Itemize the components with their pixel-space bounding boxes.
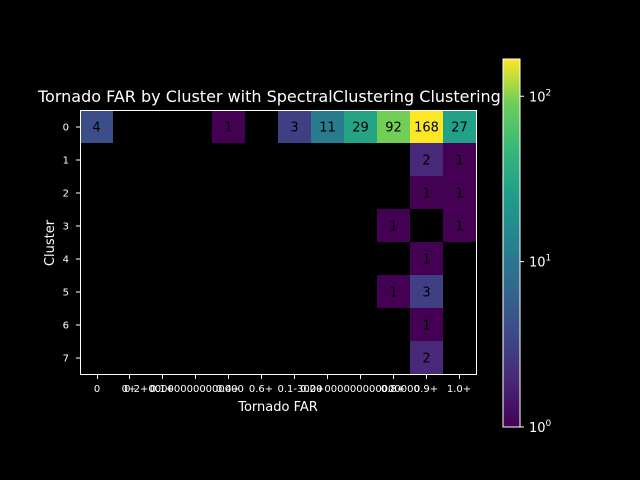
cell-value-label: 1 (455, 220, 463, 235)
x-tick-label: 0 (94, 384, 100, 395)
colorbar (502, 58, 521, 428)
heatmap-cell (278, 110, 311, 143)
cell-value-label: 2 (422, 154, 430, 169)
heatmap-cell (344, 110, 377, 143)
heatmap-cell-labels: 4 1 3 11 29 92 168 272 11 11 111 312 (92, 121, 467, 367)
heatmap-cell (443, 176, 476, 209)
colorbar-tick-label: 101 (529, 254, 551, 271)
y-tick-label: 3 (63, 222, 69, 233)
cell-value-label: 92 (385, 121, 402, 136)
y-tick-label: 5 (63, 288, 69, 299)
cell-value-label: 1 (455, 187, 463, 202)
cell-value-label: 2 (422, 352, 430, 367)
x-tick-label: 0.2+000000000000000 (300, 384, 420, 395)
cell-value-label: 29 (352, 121, 369, 136)
y-tick-label: 2 (63, 189, 69, 200)
heatmap-cell (410, 242, 443, 275)
cell-value-label: 1 (389, 286, 397, 301)
cell-value-label: 3 (422, 286, 430, 301)
heatmap-cell (410, 341, 443, 374)
heatmap-cell (443, 209, 476, 242)
y-axis-label: Cluster (43, 219, 58, 266)
heatmap-cell (311, 110, 344, 143)
cell-value-label: 168 (414, 121, 439, 136)
cell-value-label: 1 (455, 154, 463, 169)
y-tick-label: 7 (63, 354, 69, 365)
heatmap-cell (410, 308, 443, 341)
x-tick-label: 1.0+ (447, 384, 471, 395)
heatmap-cell (80, 110, 113, 143)
y-axis-ticks: 0 1 2 3 4 5 6 7 (63, 123, 81, 365)
colorbar-tick-label: 102 (529, 88, 551, 105)
y-tick-label: 0 (63, 123, 69, 134)
heatmap-cell (377, 209, 410, 242)
cell-value-label: 11 (319, 121, 336, 136)
cell-value-label: 1 (224, 121, 232, 136)
heatmap-cell (410, 143, 443, 176)
heatmap-cells (80, 110, 476, 374)
cell-value-label: 1 (389, 220, 397, 235)
y-tick-label: 6 (63, 321, 69, 332)
x-tick-label: 0.6+ (249, 384, 273, 395)
chart-title: Tornado FAR by Cluster with SpectralClus… (37, 87, 501, 106)
x-tick-label: 0.1-3000 (278, 384, 323, 395)
cell-value-label: 1 (422, 253, 430, 268)
plot-frame (80, 110, 477, 375)
x-tick-label: 0+ (122, 384, 137, 395)
heatmap-cell (377, 110, 410, 143)
x-axis-label: Tornado FAR (237, 400, 318, 415)
y-tick-label: 1 (63, 156, 69, 167)
heatmap-cell (410, 110, 443, 143)
heatmap-cell (377, 275, 410, 308)
heatmap-cell (443, 110, 476, 143)
colorbar-ticks: 100 101 102 (520, 88, 552, 436)
x-tick-label: 0.4+ (216, 384, 240, 395)
heatmap-cell (410, 275, 443, 308)
cell-value-label: 1 (422, 319, 430, 334)
heatmap-cell (410, 176, 443, 209)
x-tick-label: 0.8+ (381, 384, 405, 395)
x-tick-label: 0.9+ (414, 384, 438, 395)
cell-value-label: 1 (422, 187, 430, 202)
heatmap-cell (212, 110, 245, 143)
heatmap-cell (443, 143, 476, 176)
cell-value-label: 4 (92, 121, 100, 136)
colorbar-tick-label: 100 (529, 419, 552, 436)
y-tick-label: 4 (63, 255, 69, 266)
cell-value-label: 27 (451, 121, 468, 136)
x-tick-label: 0.1+ (150, 384, 174, 395)
x-tick-label: 0.2+000000000000000 (124, 384, 244, 395)
cell-value-label: 3 (290, 121, 298, 136)
